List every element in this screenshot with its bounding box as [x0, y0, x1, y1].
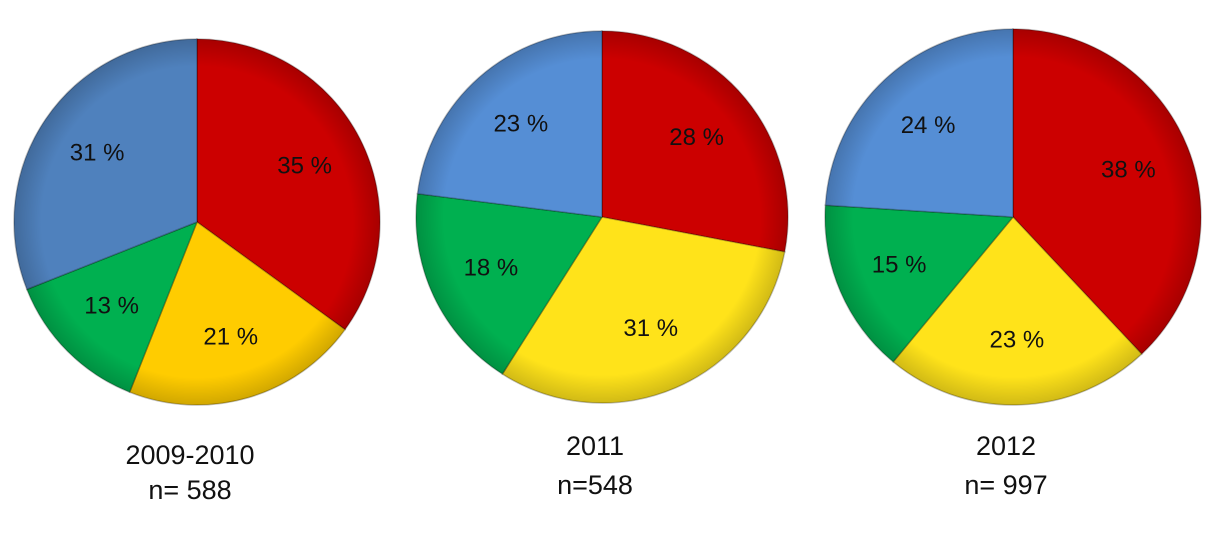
value-label: 21 % — [203, 323, 258, 350]
value-label: 31 % — [70, 139, 125, 166]
value-label: 23 % — [493, 110, 548, 137]
chart-subtitle: n= 997 — [964, 470, 1047, 500]
value-label: 24 % — [901, 112, 956, 139]
chart-subtitle: n= 588 — [148, 475, 231, 505]
value-label: 15 % — [872, 252, 927, 279]
value-label: 38 % — [1101, 157, 1156, 184]
value-label: 31 % — [623, 315, 678, 342]
chart-subtitle: n=548 — [557, 470, 633, 500]
value-label: 18 % — [464, 255, 519, 282]
value-label: 23 % — [990, 326, 1045, 353]
value-label: 28 % — [669, 124, 724, 151]
chart-title: 2009-2010 — [125, 440, 254, 470]
chart-title: 2011 — [566, 431, 624, 461]
value-label: 13 % — [84, 293, 139, 320]
pie-shade — [825, 29, 1201, 405]
pie-shade — [416, 31, 788, 403]
value-label: 35 % — [277, 153, 332, 180]
chart-title: 2012 — [976, 431, 1036, 461]
pie-shade — [14, 39, 380, 405]
